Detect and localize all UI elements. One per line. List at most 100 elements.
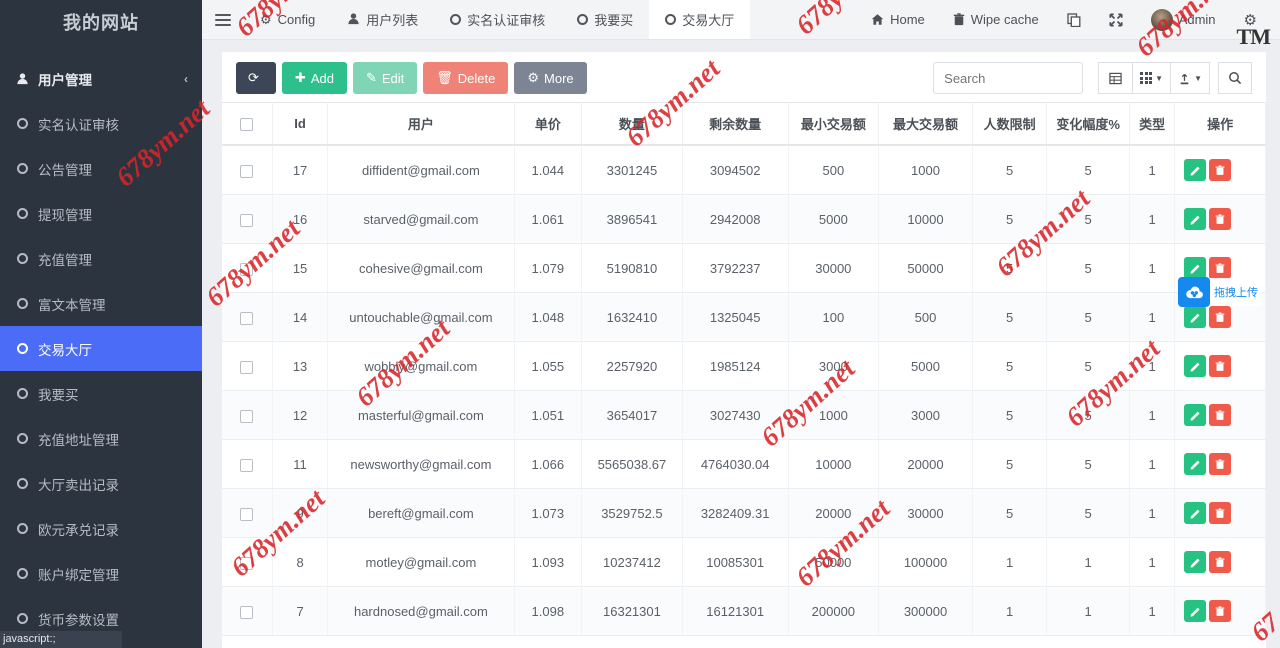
row-checkbox-cell[interactable]: [222, 341, 273, 391]
columns-dropdown-icon[interactable]: ▼: [1132, 62, 1171, 94]
cell-actions[interactable]: [1174, 537, 1266, 587]
row-checkbox-cell[interactable]: [222, 194, 273, 244]
topnav-admin[interactable]: Admin: [1138, 0, 1229, 40]
cell-actions[interactable]: [1174, 439, 1266, 489]
drag-upload-widget[interactable]: 拖拽上传: [1178, 277, 1262, 307]
sidebar-item-10[interactable]: 欧元承兑记录: [0, 506, 202, 551]
edit-button[interactable]: ✎ Edit: [352, 62, 418, 94]
checkbox[interactable]: [240, 605, 254, 619]
table-row[interactable]: 7 hardnosed@gmail.com 1.098 16321301 1612130…: [222, 586, 1266, 636]
row-edit-button[interactable]: [1184, 502, 1207, 524]
checkbox[interactable]: [240, 311, 254, 325]
tab-1[interactable]: 用户列表: [331, 0, 434, 39]
table-row[interactable]: 9 bereft@gmail.com 1.073 3529752.5 3282409.3…: [222, 488, 1266, 538]
sidebar-item-4[interactable]: 充值管理: [0, 236, 202, 281]
row-delete-button[interactable]: [1209, 355, 1232, 377]
checkbox[interactable]: [240, 556, 254, 570]
topnav-expand-icon[interactable]: [1096, 0, 1136, 40]
row-delete-button[interactable]: [1209, 551, 1232, 573]
hamburger-icon[interactable]: [202, 0, 244, 39]
row-checkbox-cell[interactable]: [222, 390, 273, 440]
sidebar-item-2[interactable]: 公告管理: [0, 146, 202, 191]
checkbox[interactable]: [240, 360, 254, 374]
topnav-home[interactable]: Home: [858, 0, 938, 40]
row-delete-button[interactable]: [1209, 453, 1232, 475]
table-view-icon[interactable]: [1098, 62, 1133, 94]
add-button[interactable]: ✚ Add: [281, 62, 347, 94]
row-delete-button[interactable]: [1209, 306, 1232, 328]
topnav-gears-icon[interactable]: ⚙: [1231, 0, 1270, 40]
table-row[interactable]: 11 newsworthy@gmail.com 1.066 5565038.67 476…: [222, 439, 1266, 489]
tab-3[interactable]: 我要买: [561, 0, 649, 39]
cloud-upload-icon[interactable]: [1178, 277, 1210, 307]
table-row[interactable]: 8 motley@gmail.com 1.093 10237412 10085301 50…: [222, 537, 1266, 587]
tab-2[interactable]: 实名认证审核: [434, 0, 561, 39]
collapse-caret-icon[interactable]: ‹: [184, 71, 188, 86]
topnav-wipe-cache[interactable]: Wipe cache: [940, 0, 1052, 40]
row-checkbox-cell[interactable]: [222, 292, 273, 342]
checkbox[interactable]: [240, 507, 254, 521]
cell-actions[interactable]: [1174, 390, 1266, 440]
table-row[interactable]: 14 untouchable@gmail.com 1.048 1632410 13250…: [222, 292, 1266, 342]
row-delete-button[interactable]: [1209, 600, 1232, 622]
row-checkbox-cell[interactable]: [222, 243, 273, 293]
row-edit-button[interactable]: [1184, 453, 1207, 475]
sidebar-item-3[interactable]: 提现管理: [0, 191, 202, 236]
row-edit-button[interactable]: [1184, 355, 1207, 377]
sidebar-item-0[interactable]: 用户管理 ‹: [0, 56, 202, 101]
table-row[interactable]: 12 masterful@gmail.com 1.051 3654017 3027430…: [222, 390, 1266, 440]
pencil-icon: ✎: [365, 70, 377, 85]
checkbox[interactable]: [240, 164, 254, 178]
row-edit-button[interactable]: [1184, 404, 1207, 426]
row-edit-button[interactable]: [1184, 159, 1207, 181]
checkbox[interactable]: [240, 118, 254, 132]
row-edit-button[interactable]: [1184, 600, 1207, 622]
table-row[interactable]: 15 cohesive@gmail.com 1.079 5190810 3792237 3…: [222, 243, 1266, 293]
row-edit-button[interactable]: [1184, 551, 1207, 573]
row-checkbox-cell[interactable]: [222, 439, 273, 489]
cell-actions[interactable]: [1174, 194, 1266, 244]
row-edit-button[interactable]: [1184, 257, 1207, 279]
cell-actions[interactable]: [1174, 145, 1266, 195]
checkbox[interactable]: [240, 213, 254, 227]
export-dropdown-icon[interactable]: ▼: [1170, 62, 1210, 94]
row-checkbox-cell[interactable]: [222, 488, 273, 538]
checkbox[interactable]: [240, 458, 254, 472]
sidebar-item-5[interactable]: 富文本管理: [0, 281, 202, 326]
row-delete-button[interactable]: [1209, 208, 1232, 230]
tab-0[interactable]: ⚙ Config: [244, 0, 331, 39]
row-checkbox-cell[interactable]: [222, 145, 273, 195]
sidebar-item-6[interactable]: 交易大厅: [0, 326, 202, 371]
sidebar-item-1[interactable]: 实名认证审核: [0, 101, 202, 146]
delete-button[interactable]: 🗑 Delete: [423, 62, 509, 94]
sidebar-item-7[interactable]: 我要买: [0, 371, 202, 416]
search-submit-button[interactable]: [1218, 62, 1252, 94]
topnav-clone-icon[interactable]: [1054, 0, 1094, 40]
sidebar-item-9[interactable]: 大厅卖出记录: [0, 461, 202, 506]
row-checkbox-cell[interactable]: [222, 586, 273, 636]
cell-actions[interactable]: [1174, 586, 1266, 636]
table-row[interactable]: 13 wobbly@gmail.com 1.055 2257920 1985124 300…: [222, 341, 1266, 391]
row-delete-button[interactable]: [1209, 502, 1232, 524]
cell-change: 5: [1046, 243, 1130, 293]
refresh-button[interactable]: ⟳: [236, 62, 276, 94]
more-button[interactable]: ⚙ More: [514, 62, 587, 94]
row-delete-button[interactable]: [1209, 404, 1232, 426]
sidebar-item-8[interactable]: 充值地址管理: [0, 416, 202, 461]
row-checkbox-cell[interactable]: [222, 537, 273, 587]
tab-4[interactable]: 交易大厅: [649, 0, 751, 39]
cell-actions[interactable]: [1174, 488, 1266, 538]
row-delete-button[interactable]: [1209, 159, 1232, 181]
row-edit-button[interactable]: [1184, 306, 1207, 328]
table-row[interactable]: 17 diffident@gmail.com 1.044 3301245 3094502…: [222, 145, 1266, 195]
cell-actions[interactable]: [1174, 341, 1266, 391]
sidebar-item-11[interactable]: 账户绑定管理: [0, 551, 202, 596]
search-input[interactable]: [933, 62, 1084, 94]
sidebar-item-12[interactable]: 货币参数设置: [0, 596, 202, 641]
table-row[interactable]: 16 starved@gmail.com 1.061 3896541 2942008 50…: [222, 194, 1266, 244]
checkbox[interactable]: [240, 262, 254, 276]
row-delete-button[interactable]: [1209, 257, 1232, 279]
select-all-checkbox[interactable]: [222, 102, 273, 146]
checkbox[interactable]: [240, 409, 254, 423]
row-edit-button[interactable]: [1184, 208, 1207, 230]
